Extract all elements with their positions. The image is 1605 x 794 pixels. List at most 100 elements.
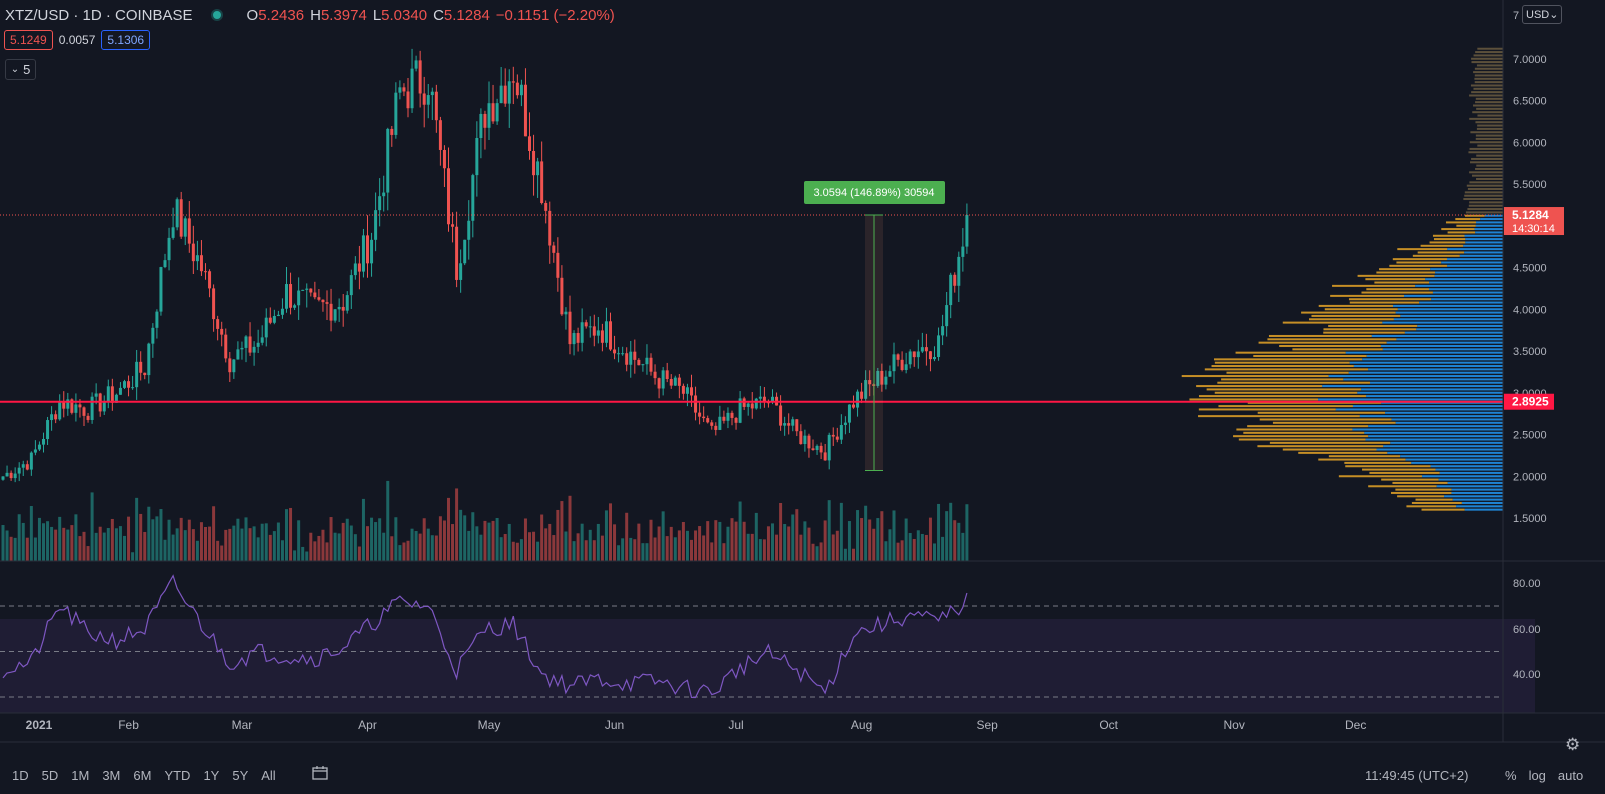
volume-profile-down: [1357, 274, 1435, 277]
volume-profile-down: [1258, 341, 1387, 344]
volume-profile-down: [1214, 391, 1358, 394]
volume-bar: [775, 534, 779, 561]
range-button-5y[interactable]: 5Y: [232, 768, 249, 783]
candle-body: [123, 381, 126, 388]
volume-profile-up: [1353, 365, 1503, 368]
volume-profile-down: [1324, 308, 1398, 311]
candle-body: [681, 385, 685, 394]
volume-profile-up: [1382, 348, 1503, 351]
candle-body: [823, 452, 827, 461]
volume-profile-up: [1429, 281, 1503, 284]
volume-bar: [447, 497, 450, 561]
volume-profile-up: [1366, 355, 1503, 358]
candle-body: [94, 393, 98, 397]
candle-body: [475, 138, 479, 176]
candle-body: [544, 202, 548, 211]
scale-button-percent[interactable]: %: [1505, 768, 1517, 783]
candle-body: [795, 419, 799, 432]
candle-body: [536, 161, 540, 176]
range-button-1y[interactable]: 1Y: [203, 768, 220, 783]
volume-bar: [199, 522, 203, 561]
range-button-3m[interactable]: 3M: [102, 768, 121, 783]
candle-body: [321, 299, 325, 303]
volume-bar: [552, 535, 556, 561]
candle-body: [46, 420, 50, 439]
candle-body: [82, 407, 86, 416]
volume-profile-up: [1385, 411, 1503, 414]
volume-bar: [580, 523, 584, 561]
volume-profile-down: [1204, 368, 1369, 371]
volume-profile-up: [1393, 318, 1503, 321]
time-tick-label: Apr: [358, 718, 377, 732]
volume-profile-up: [1461, 501, 1503, 504]
volume-profile-down: [1323, 328, 1417, 331]
range-button-1d[interactable]: 1D: [12, 768, 29, 783]
volume-profile-down: [1474, 74, 1503, 77]
candle-body: [5, 472, 9, 477]
volume-bar: [515, 542, 519, 561]
volume-bar: [791, 514, 795, 561]
range-button-all[interactable]: All: [261, 768, 276, 783]
volume-profile-down: [1474, 67, 1503, 70]
candle-body: [374, 210, 378, 240]
candle-body: [438, 120, 442, 150]
scale-button-auto[interactable]: auto: [1557, 768, 1584, 783]
candle-body: [118, 387, 122, 395]
candle-body: [880, 370, 884, 385]
volume-bar: [584, 540, 588, 561]
candle-body: [268, 317, 272, 323]
volume-profile-down: [1279, 344, 1381, 347]
candle-body: [471, 175, 475, 221]
scale-button-log[interactable]: log: [1528, 768, 1546, 783]
candle-body: [633, 351, 637, 360]
volume-bar: [276, 522, 280, 561]
gear-icon[interactable]: ⚙: [1565, 735, 1581, 754]
candle-body: [208, 271, 212, 289]
candle-body: [216, 319, 220, 329]
price-tick-label: 4.5000: [1513, 263, 1547, 275]
range-button-1m[interactable]: 1M: [71, 768, 90, 783]
indicators-collapse-button[interactable]: ⌄ 5: [5, 59, 36, 80]
range-button-5d[interactable]: 5D: [41, 768, 59, 783]
volume-profile-up: [1441, 261, 1503, 264]
volume-bar: [232, 525, 236, 561]
calendar-icon[interactable]: [312, 766, 328, 780]
volume-profile-down: [1238, 438, 1366, 441]
volume-profile-down: [1243, 431, 1365, 434]
candle-body: [576, 333, 580, 343]
sell-button[interactable]: 5.1249: [4, 30, 53, 50]
candle-body: [750, 403, 754, 409]
volume-bar: [285, 509, 288, 561]
volume-bar: [228, 528, 232, 561]
volume-bar: [167, 519, 171, 561]
candle-body: [285, 284, 288, 309]
range-button-ytd[interactable]: YTD: [164, 768, 191, 783]
volume-profile-up: [1444, 495, 1503, 498]
candle-body: [106, 386, 110, 402]
ohlc-close: 5.1284: [443, 6, 490, 24]
volume-profile-down: [1441, 228, 1475, 231]
volume-bar: [568, 495, 572, 561]
currency-select[interactable]: USD⌄: [1522, 5, 1563, 24]
volume-profile-up: [1430, 465, 1503, 468]
volume-profile-up: [1456, 505, 1503, 508]
volume-profile-down: [1469, 94, 1503, 97]
candle-body: [507, 81, 511, 104]
clock[interactable]: 11:49:45 (UTC+2): [1365, 768, 1469, 783]
symbol-title[interactable]: XTZ/USD · 1D · COINBASE: [5, 6, 193, 24]
volume-bar: [681, 522, 685, 561]
time-tick-label: Jun: [605, 718, 624, 732]
range-button-6m[interactable]: 6M: [133, 768, 152, 783]
volume-profile-down: [1477, 47, 1503, 50]
volume-profile-up: [1368, 368, 1503, 371]
volume-bar: [564, 531, 568, 561]
buy-button[interactable]: 5.1306: [101, 30, 151, 50]
candle-body: [398, 87, 402, 93]
volume-bar: [758, 539, 762, 561]
volume-bar: [738, 501, 742, 561]
candle-body: [58, 401, 62, 420]
candle-body: [313, 292, 317, 298]
volume-profile-down: [1421, 508, 1465, 511]
volume-bar: [159, 509, 163, 561]
